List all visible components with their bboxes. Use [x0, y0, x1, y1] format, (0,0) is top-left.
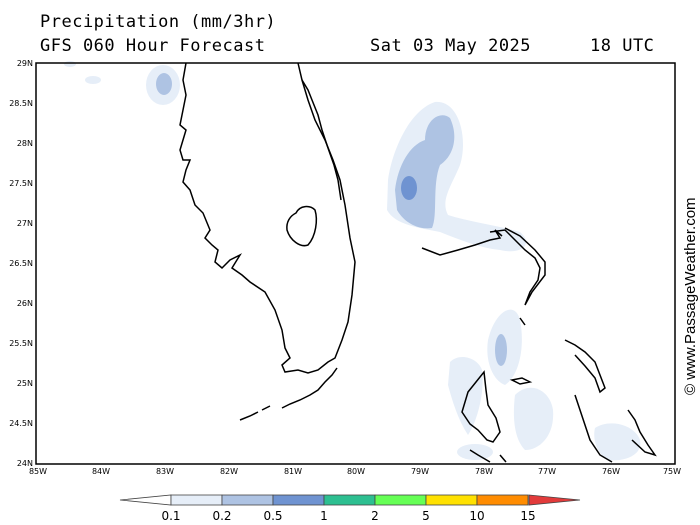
- colorbar-label: 5: [422, 509, 430, 523]
- lat-label: 25.5N: [9, 339, 33, 348]
- new-providence: [509, 377, 533, 385]
- longitude-labels: 85W 84W 83W 82W 81W 80W 79W 78W 77W 76W …: [29, 467, 681, 476]
- latitude-labels: 29N 28.5N 28N 27.5N 27N 26.5N 26N 25.5N …: [9, 59, 33, 468]
- forecast-date: Sat 03 May 2025: [370, 36, 532, 56]
- colorbar-low-arrow: [119, 494, 172, 506]
- lat-label: 26N: [17, 299, 33, 308]
- colorbar-label: 0.5: [263, 509, 282, 523]
- lon-label: 77W: [538, 467, 556, 476]
- colorbar-label: 10: [469, 509, 484, 523]
- colorbar-label: 0.2: [212, 509, 231, 523]
- cat-island: [627, 409, 657, 457]
- lon-label: 75W: [663, 467, 681, 476]
- map-frame: [35, 62, 676, 465]
- colorbar-swatch: [272, 494, 325, 506]
- lat-label: 24.5N: [9, 419, 33, 428]
- colorbar-label: 15: [520, 509, 535, 523]
- andros: [461, 370, 501, 443]
- florida-west-coast: [179, 62, 356, 374]
- forecast-time: 18 UTC: [590, 36, 655, 56]
- colorbar-swatch: [323, 494, 376, 506]
- small-cays: [469, 317, 526, 463]
- lon-label: 81W: [284, 467, 302, 476]
- eleuthera: [564, 339, 606, 394]
- lake-okeechobee: [286, 205, 318, 247]
- colorbar-swatch: [425, 494, 478, 506]
- lat-label: 27.5N: [9, 179, 33, 188]
- lon-label: 80W: [347, 467, 365, 476]
- indian-river-lagoon: [301, 79, 342, 201]
- colorbar-swatch: [374, 494, 427, 506]
- lat-label: 29N: [17, 59, 33, 68]
- watermark-text: © www.PassageWeather.com: [682, 197, 699, 395]
- lon-label: 82W: [220, 467, 238, 476]
- lon-label: 84W: [92, 467, 110, 476]
- lat-label: 26.5N: [9, 259, 33, 268]
- lat-label: 24N: [17, 459, 33, 468]
- lon-label: 83W: [156, 467, 174, 476]
- lat-label: 25N: [17, 379, 33, 388]
- colorbar-swatch: [170, 494, 223, 506]
- lon-label: 78W: [475, 467, 493, 476]
- precipitation-colorbar: 0.1 0.2 0.5 1 2 5 10 15: [119, 494, 581, 523]
- colorbar-swatch: [221, 494, 274, 506]
- lat-label: 28.5N: [9, 99, 33, 108]
- florida-keys: [239, 367, 338, 421]
- lat-label: 27N: [17, 219, 33, 228]
- colorbar-high-arrow: [528, 494, 581, 506]
- forecast-subtitle: GFS 060 Hour Forecast: [40, 36, 266, 56]
- lon-label: 79W: [411, 467, 429, 476]
- lon-label: 76W: [602, 467, 620, 476]
- exuma-chain: [574, 394, 613, 463]
- coastlines: [179, 62, 657, 463]
- map-title: Precipitation (mm/3hr): [40, 12, 277, 32]
- lat-label: 28N: [17, 139, 33, 148]
- colorbar-label: 2: [371, 509, 379, 523]
- colorbar-swatch: [476, 494, 529, 506]
- copyright-watermark: © www.PassageWeather.com: [680, 150, 700, 400]
- precipitation-areas: [64, 61, 641, 461]
- lon-label: 85W: [29, 467, 47, 476]
- colorbar-label: 0.1: [161, 509, 180, 523]
- abaco: [489, 227, 546, 306]
- colorbar-label: 1: [320, 509, 328, 523]
